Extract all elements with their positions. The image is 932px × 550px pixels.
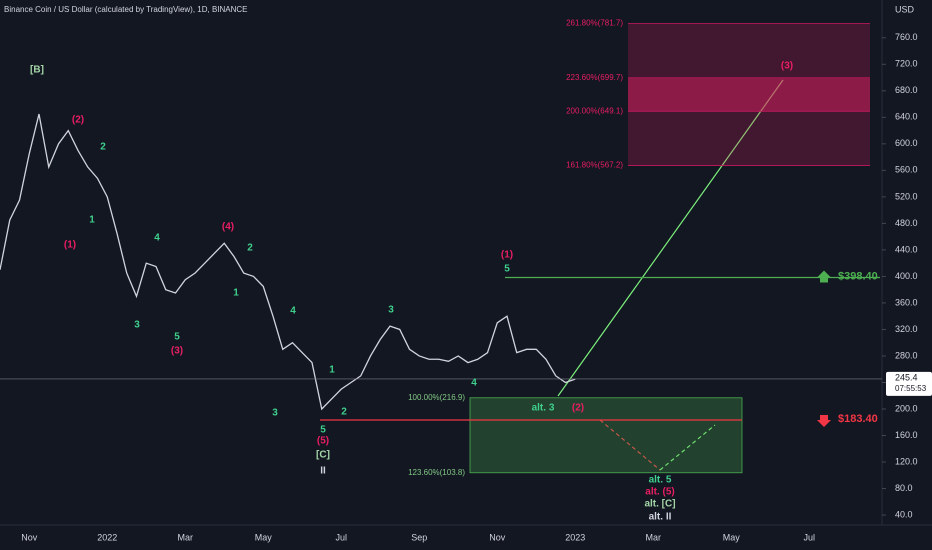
level-label: $183.40 — [838, 413, 878, 425]
wave-label: 4 — [290, 306, 296, 317]
fib-label: 161.80%(567.2) — [566, 161, 623, 170]
wave-label: (2) — [72, 115, 84, 126]
x-tick-label: Nov — [21, 532, 38, 542]
wave-label: II — [320, 466, 326, 477]
wave-label: alt. [C] — [644, 499, 675, 510]
projection — [557, 79, 784, 397]
y-tick-label: 480.0 — [895, 218, 918, 228]
wave-label: 5 — [504, 264, 510, 275]
x-tick-label: 2023 — [565, 532, 585, 542]
y-tick-label: 200.0 — [895, 403, 918, 413]
wave-label: [C] — [316, 450, 330, 461]
wave-label: alt. 5 — [649, 475, 672, 486]
fib-label: 261.80%(781.7) — [566, 19, 623, 28]
wave-label: 1 — [329, 365, 335, 376]
y-tick-label: 760.0 — [895, 32, 918, 42]
y-tick-label: 640.0 — [895, 112, 918, 122]
x-tick-label: May — [255, 532, 273, 542]
wave-label: 2 — [100, 142, 106, 153]
y-tick-label: 520.0 — [895, 191, 918, 201]
y-tick-label: 40.0 — [895, 509, 913, 519]
wave-label: (1) — [64, 240, 76, 251]
wave-label: 2 — [341, 407, 347, 418]
wave-label: 1 — [89, 215, 95, 226]
wave-label: 4 — [154, 233, 160, 244]
level-arrow — [817, 415, 831, 427]
fib-label: 100.00%(216.9) — [408, 393, 465, 402]
fib-label: 200.00%(649.1) — [566, 106, 623, 115]
wave-label: alt. 3 — [532, 403, 555, 414]
x-tick-label: Mar — [646, 532, 662, 542]
x-tick-label: Jul — [335, 532, 347, 542]
wave-label: (5) — [317, 436, 329, 447]
y-axis-label: USD — [895, 4, 915, 14]
wave-label: alt. II — [649, 512, 672, 523]
wave-label: (4) — [222, 222, 234, 233]
price-line — [0, 113, 576, 411]
y-tick-label: 360.0 — [895, 297, 918, 307]
wave-label: (3) — [171, 346, 183, 357]
wave-label: 2 — [247, 243, 253, 254]
x-tick-label: May — [723, 532, 741, 542]
x-tick-label: Mar — [178, 532, 194, 542]
y-tick-label: 160.0 — [895, 430, 918, 440]
wave-label: (3) — [781, 61, 793, 72]
level-arrow — [817, 270, 831, 283]
wave-label: (2) — [572, 403, 584, 414]
target-zone — [628, 23, 870, 166]
price-tag-value: 245.4 — [895, 372, 918, 382]
y-tick-label: 400.0 — [895, 271, 918, 281]
wave-label: 3 — [272, 408, 278, 419]
wave-label: 3 — [134, 320, 140, 331]
target-band — [628, 77, 870, 112]
alt-projection — [599, 419, 661, 471]
y-tick-label: 560.0 — [895, 165, 918, 175]
x-tick-label: 2022 — [97, 532, 117, 542]
y-tick-label: 320.0 — [895, 324, 918, 334]
y-tick-label: 120.0 — [895, 456, 918, 466]
wave-label: [B] — [30, 65, 44, 76]
wave-label: alt. (5) — [645, 487, 674, 498]
wave-label: 4 — [471, 378, 477, 389]
y-tick-label: 720.0 — [895, 59, 918, 69]
wave-label: 3 — [388, 305, 394, 316]
x-tick-label: Nov — [489, 532, 506, 542]
price-tag — [886, 371, 932, 396]
wave-label: 5 — [320, 425, 326, 436]
y-tick-label: 600.0 — [895, 138, 918, 148]
y-tick-label: 440.0 — [895, 244, 918, 254]
fib-label: 223.60%(699.7) — [566, 73, 623, 82]
alt-projection — [659, 424, 716, 471]
chart-title: Binance Coin / US Dollar (calculated by … — [4, 5, 248, 14]
level-label: $398.40 — [838, 270, 878, 282]
price-tag-timer: 07:55:53 — [895, 384, 927, 393]
x-tick-label: Sep — [411, 532, 427, 542]
y-tick-label: 280.0 — [895, 350, 918, 360]
wave-label: 5 — [174, 332, 180, 343]
fib-label: 123.60%(103.8) — [408, 468, 465, 477]
x-tick-label: Jul — [803, 532, 815, 542]
y-tick-label: 80.0 — [895, 483, 913, 493]
y-tick-label: 680.0 — [895, 85, 918, 95]
support-zone — [469, 397, 743, 474]
wave-label: 1 — [233, 288, 239, 299]
wave-label: (1) — [501, 250, 513, 261]
